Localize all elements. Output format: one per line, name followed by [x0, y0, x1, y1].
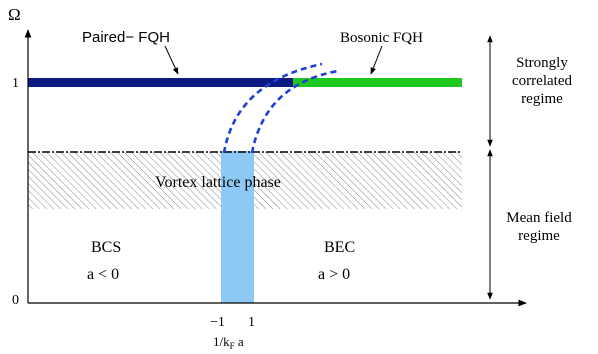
mean-field-label-2: regime [518, 228, 560, 244]
bec-condition: a > 0 [318, 266, 350, 283]
paired-fqh-pointer [164, 45, 179, 75]
strongly-label-1: Strongly [516, 55, 568, 71]
mean-field-label-1: Mean field [506, 210, 572, 226]
x-axis-label-tail: a [235, 334, 244, 349]
bosonic-fqh-bar [293, 78, 462, 87]
strongly-label-2: correlated [512, 73, 572, 89]
paired-fqh-bar [28, 78, 293, 87]
bec-label: BEC [324, 239, 355, 256]
vortex-lattice-label: Vortex lattice phase [155, 174, 281, 191]
bosonic-fqh-label: Bosonic FQH [340, 30, 423, 46]
y-tick-0: 0 [12, 293, 19, 308]
dashed-curve-outer [250, 69, 339, 154]
x-tick-minus1: −1 [210, 315, 225, 330]
y-tick-1: 1 [12, 76, 19, 91]
dashed-curve-inner [222, 62, 323, 154]
crossover-band [221, 151, 254, 303]
y-axis-label: Ω [8, 5, 21, 24]
x-tick-1: 1 [248, 315, 255, 330]
paired-fqh-label: Paired− FQH [82, 29, 170, 46]
x-axis-label-sub: F [230, 341, 235, 351]
strongly-label-3: regime [521, 91, 563, 107]
bcs-condition: a < 0 [87, 266, 119, 283]
bosonic-fqh-pointer [370, 45, 383, 75]
x-axis-label-main: 1/k [213, 334, 230, 349]
bcs-label: BCS [91, 239, 121, 256]
x-axis-label: 1/kF a [213, 334, 244, 351]
